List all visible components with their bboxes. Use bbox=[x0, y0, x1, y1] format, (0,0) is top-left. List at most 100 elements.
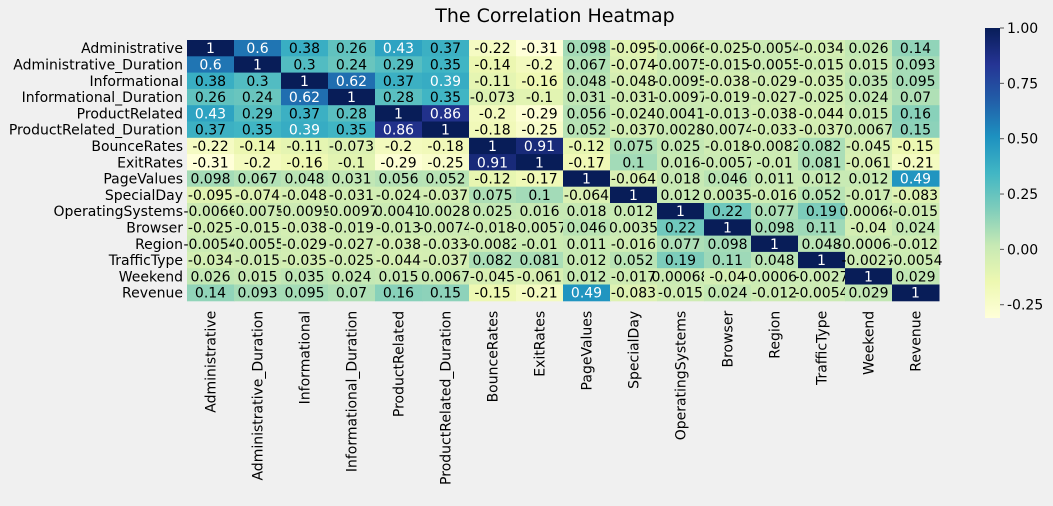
heatmap-cell bbox=[704, 251, 752, 269]
heatmap-cell bbox=[328, 235, 376, 253]
cell-value-label: -0.013 bbox=[705, 106, 750, 122]
cell-value-label: -0.0054 bbox=[794, 286, 848, 302]
cell-value-label: 1 bbox=[347, 90, 356, 106]
heatmap-cell bbox=[751, 268, 799, 285]
cell-value-label: 0.0041 bbox=[656, 106, 705, 122]
cell-value-label: -0.12 bbox=[568, 139, 604, 155]
cell-value-label: 0.026 bbox=[190, 269, 230, 285]
heatmap-cell bbox=[845, 154, 893, 171]
heatmap-cell bbox=[751, 105, 799, 122]
heatmap-cell bbox=[657, 219, 705, 237]
cell-value-label: -0.2 bbox=[385, 139, 412, 155]
heatmap-cell bbox=[375, 170, 423, 188]
cell-value-label: 0.077 bbox=[660, 237, 700, 253]
cell-value-label: -0.0066 bbox=[653, 41, 707, 57]
cell-value-label: -0.11 bbox=[286, 139, 322, 155]
cell-value-label: 0.048 bbox=[284, 172, 324, 188]
cell-value-label: -0.012 bbox=[893, 237, 938, 253]
heatmap-cell bbox=[375, 235, 423, 253]
cell-value-label: 0.012 bbox=[660, 188, 700, 204]
row-tick-label: SpecialDay bbox=[105, 188, 183, 204]
heatmap-cell bbox=[516, 219, 564, 237]
cell-value-label: 0.011 bbox=[754, 172, 794, 188]
cell-value-label: 0.29 bbox=[383, 57, 414, 73]
column-tick-label: ProductRelated_Duration bbox=[439, 311, 455, 485]
column-tick-label: Informational bbox=[298, 311, 314, 405]
cell-value-label: -0.037 bbox=[611, 123, 656, 139]
heatmap-cell bbox=[328, 203, 376, 220]
cell-value-label: 1 bbox=[864, 269, 873, 285]
heatmap-cell bbox=[845, 137, 893, 155]
cell-value-label: -0.0027 bbox=[841, 253, 895, 269]
heatmap-cell bbox=[469, 154, 517, 171]
heatmap-cell bbox=[798, 235, 846, 253]
cell-value-label: -0.061 bbox=[517, 269, 562, 285]
cell-value-label: 0.07 bbox=[336, 286, 367, 302]
heatmap-cell bbox=[234, 235, 282, 253]
heatmap-cell bbox=[469, 88, 517, 106]
cell-value-label: 0.00068 bbox=[652, 269, 710, 285]
cell-value-label: -0.044 bbox=[799, 106, 844, 122]
heatmap-cell bbox=[892, 137, 940, 155]
heatmap-cell bbox=[751, 137, 799, 155]
cell-value-label: -0.083 bbox=[611, 286, 656, 302]
cell-value-label: -0.0082 bbox=[465, 237, 519, 253]
cell-value-label: -0.2 bbox=[526, 57, 553, 73]
heatmap-cell bbox=[187, 235, 235, 253]
heatmap-cell bbox=[704, 40, 752, 57]
heatmap-cell bbox=[516, 170, 564, 188]
column-labels: Administrative Administrative_Duration Inf… bbox=[204, 311, 925, 485]
heatmap-cell bbox=[563, 235, 611, 253]
cell-value-label: 0.49 bbox=[900, 172, 931, 188]
cell-value-label: -0.31 bbox=[521, 41, 557, 57]
cell-value-label: 0.37 bbox=[383, 74, 414, 90]
cell-value-label: -0.31 bbox=[192, 155, 228, 171]
heatmap-cell bbox=[610, 203, 658, 220]
heatmap-cell bbox=[845, 284, 893, 302]
heatmap-cell bbox=[704, 72, 752, 90]
row-tick-label: PageValues bbox=[103, 172, 183, 188]
heatmap-cell bbox=[892, 235, 940, 253]
cell-value-label: 0.19 bbox=[806, 204, 837, 220]
colorbar-tick-label: 0.25 bbox=[1007, 187, 1038, 203]
heatmap-cell bbox=[563, 88, 611, 106]
heatmap-cell bbox=[187, 88, 235, 106]
heatmap-cell bbox=[234, 137, 282, 155]
cell-value-label: -0.22 bbox=[192, 139, 228, 155]
cell-value-label: -0.01 bbox=[756, 155, 792, 171]
cell-value-label: 0.16 bbox=[383, 286, 414, 302]
heatmap-cell bbox=[281, 268, 329, 285]
heatmap-cell bbox=[845, 105, 893, 122]
heatmap-cell bbox=[751, 154, 799, 171]
heatmap-cell bbox=[234, 268, 282, 285]
cell-value-label: -0.013 bbox=[376, 220, 421, 236]
cell-value-label: 0.91 bbox=[477, 155, 508, 171]
heatmap-cell bbox=[563, 72, 611, 90]
heatmap-cell bbox=[751, 56, 799, 74]
heatmap-cell bbox=[892, 170, 940, 188]
column-tick-label: PageValues bbox=[580, 311, 596, 391]
heatmap-cell bbox=[187, 56, 235, 74]
heatmap-cell bbox=[704, 284, 752, 302]
heatmap-cell bbox=[281, 235, 329, 253]
heatmap-cell bbox=[704, 186, 752, 204]
heatmap-cell bbox=[375, 137, 423, 155]
heatmap-cell bbox=[563, 268, 611, 285]
heatmap-cell bbox=[798, 203, 846, 220]
cell-value-label: 1 bbox=[206, 41, 215, 57]
cell-value-label: 0.62 bbox=[336, 74, 367, 90]
row-tick-label: ExitRates bbox=[117, 155, 183, 171]
colorbar-gradient bbox=[985, 28, 1000, 318]
cell-value-label: -0.038 bbox=[752, 106, 797, 122]
cell-value-label: -0.035 bbox=[799, 74, 844, 90]
cell-value-label: -0.015 bbox=[235, 220, 280, 236]
cell-value-label: -0.04 bbox=[850, 220, 886, 236]
heatmap-cell bbox=[234, 88, 282, 106]
heatmap-cell bbox=[281, 186, 329, 204]
cell-value-label: -0.25 bbox=[427, 155, 463, 171]
cell-value-label: 0.093 bbox=[237, 286, 277, 302]
heatmap-cell bbox=[563, 251, 611, 269]
heatmap-cell bbox=[563, 170, 611, 188]
heatmap-cell bbox=[751, 121, 799, 139]
heatmap-cell bbox=[751, 40, 799, 57]
